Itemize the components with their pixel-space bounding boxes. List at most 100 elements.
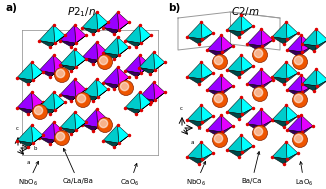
Polygon shape — [17, 125, 33, 143]
Polygon shape — [187, 22, 202, 39]
Polygon shape — [287, 130, 302, 137]
Polygon shape — [207, 90, 222, 97]
Circle shape — [292, 132, 307, 147]
Polygon shape — [316, 29, 326, 46]
Polygon shape — [94, 22, 108, 34]
Polygon shape — [103, 12, 119, 30]
Polygon shape — [71, 122, 86, 134]
Polygon shape — [125, 25, 141, 43]
Polygon shape — [199, 153, 213, 164]
Circle shape — [292, 54, 307, 70]
Text: a: a — [27, 160, 31, 165]
Polygon shape — [239, 146, 253, 157]
Polygon shape — [286, 22, 298, 39]
Polygon shape — [96, 42, 108, 60]
Circle shape — [118, 81, 134, 95]
Polygon shape — [259, 120, 273, 131]
Polygon shape — [39, 41, 54, 47]
Polygon shape — [286, 142, 298, 159]
Polygon shape — [51, 102, 65, 114]
Polygon shape — [39, 138, 54, 144]
Polygon shape — [302, 84, 317, 91]
Polygon shape — [221, 115, 233, 132]
Polygon shape — [75, 49, 86, 67]
Circle shape — [54, 130, 69, 146]
Polygon shape — [247, 124, 262, 131]
Polygon shape — [227, 97, 242, 114]
Polygon shape — [287, 35, 302, 52]
Polygon shape — [53, 55, 65, 73]
Polygon shape — [301, 75, 313, 92]
Circle shape — [213, 132, 228, 147]
Polygon shape — [221, 75, 233, 92]
Polygon shape — [272, 142, 287, 159]
Polygon shape — [32, 62, 43, 80]
Polygon shape — [94, 52, 108, 64]
Polygon shape — [154, 82, 165, 100]
Polygon shape — [28, 135, 43, 147]
Circle shape — [253, 125, 268, 140]
Polygon shape — [114, 22, 129, 34]
Polygon shape — [287, 90, 302, 97]
Polygon shape — [103, 125, 119, 143]
Polygon shape — [221, 35, 233, 52]
Polygon shape — [314, 80, 326, 91]
Polygon shape — [103, 67, 119, 85]
Polygon shape — [227, 30, 242, 37]
Polygon shape — [261, 109, 273, 126]
Polygon shape — [207, 130, 222, 137]
Text: a: a — [191, 140, 195, 145]
Polygon shape — [32, 92, 43, 110]
Text: b: b — [34, 146, 37, 152]
Polygon shape — [187, 120, 202, 127]
Polygon shape — [299, 126, 313, 137]
Polygon shape — [316, 69, 326, 86]
Polygon shape — [51, 132, 65, 144]
Polygon shape — [103, 37, 119, 55]
Polygon shape — [82, 79, 97, 97]
Polygon shape — [247, 109, 262, 126]
Polygon shape — [241, 135, 253, 152]
Polygon shape — [39, 92, 54, 110]
Polygon shape — [96, 12, 108, 30]
Polygon shape — [287, 50, 302, 57]
Polygon shape — [286, 62, 298, 79]
Polygon shape — [227, 55, 242, 72]
Polygon shape — [187, 157, 202, 164]
Polygon shape — [272, 37, 287, 44]
Polygon shape — [103, 83, 119, 89]
Polygon shape — [187, 77, 202, 84]
Polygon shape — [241, 55, 253, 72]
Circle shape — [97, 118, 112, 132]
Polygon shape — [227, 70, 242, 77]
Circle shape — [97, 54, 112, 70]
Polygon shape — [272, 157, 287, 164]
Polygon shape — [287, 115, 302, 132]
Polygon shape — [150, 92, 165, 104]
Polygon shape — [284, 33, 298, 44]
Polygon shape — [60, 112, 76, 130]
Polygon shape — [286, 105, 298, 122]
Polygon shape — [103, 28, 119, 34]
Text: Ba/Ca: Ba/Ca — [242, 152, 262, 184]
Polygon shape — [94, 119, 108, 131]
Polygon shape — [284, 73, 298, 84]
Polygon shape — [272, 105, 287, 122]
Polygon shape — [140, 55, 151, 73]
Polygon shape — [301, 35, 313, 52]
Circle shape — [253, 47, 268, 63]
Polygon shape — [261, 29, 273, 46]
Polygon shape — [17, 108, 33, 114]
Polygon shape — [28, 102, 43, 114]
Polygon shape — [103, 53, 119, 59]
Circle shape — [292, 92, 307, 108]
Polygon shape — [284, 153, 298, 164]
Polygon shape — [82, 42, 97, 60]
Circle shape — [33, 105, 48, 119]
Circle shape — [213, 92, 228, 108]
Polygon shape — [227, 15, 242, 32]
Polygon shape — [75, 112, 86, 130]
Polygon shape — [241, 97, 253, 114]
Circle shape — [76, 92, 91, 108]
Polygon shape — [219, 46, 233, 57]
